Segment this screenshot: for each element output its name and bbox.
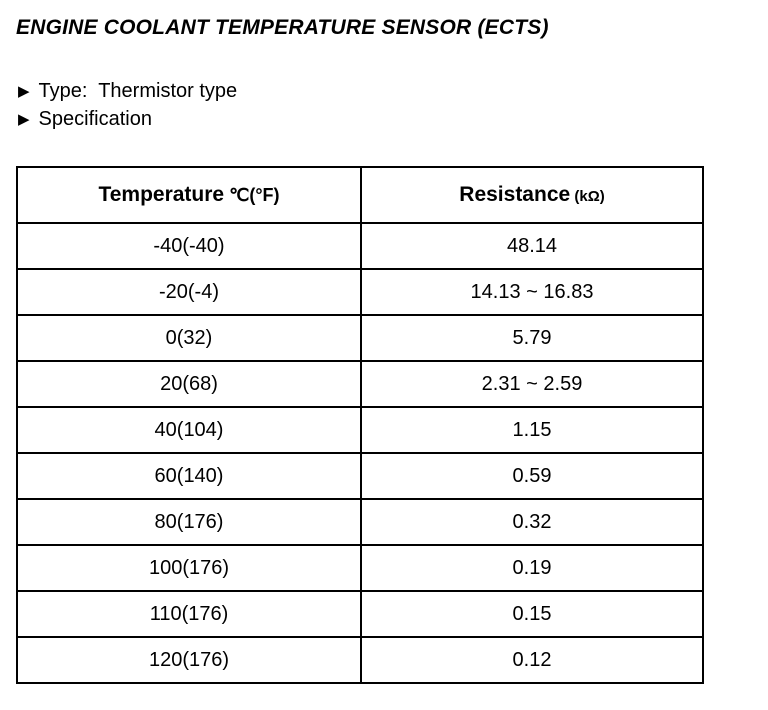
cell-temperature: 20(68) bbox=[16, 360, 362, 408]
cell-resistance: 0.15 bbox=[360, 590, 704, 638]
cell-resistance: 5.79 bbox=[360, 314, 704, 362]
fahrenheit-unit: (°F) bbox=[249, 185, 280, 205]
cell-resistance: 14.13 ~ 16.83 bbox=[360, 268, 704, 316]
cell-resistance: 2.31 ~ 2.59 bbox=[360, 360, 704, 408]
specification-bullet-list: ▶ Type: Thermistor type ▶ Specification bbox=[18, 80, 618, 136]
cell-temperature: 120(176) bbox=[16, 636, 362, 684]
cell-resistance: 1.15 bbox=[360, 406, 704, 454]
table-row: 100(176) 0.19 bbox=[16, 544, 704, 592]
table-header-row: Temperature ℃(°F) Resistance (kΩ) bbox=[16, 166, 704, 224]
table-row: -40(-40) 48.14 bbox=[16, 222, 704, 270]
bullet-item-type-label: Type: Thermistor type bbox=[38, 80, 238, 102]
column-header-temperature-label: Temperature bbox=[98, 183, 225, 206]
cell-resistance: 0.59 bbox=[360, 452, 704, 500]
cell-temperature: 60(140) bbox=[16, 452, 362, 500]
table-row: 80(176) 0.32 bbox=[16, 498, 704, 546]
table-row: 110(176) 0.15 bbox=[16, 590, 704, 638]
cell-temperature: 80(176) bbox=[16, 498, 362, 546]
column-header-resistance-label: Resistance bbox=[459, 183, 571, 206]
table-row: 60(140) 0.59 bbox=[16, 452, 704, 500]
table-row: 20(68) 2.31 ~ 2.59 bbox=[16, 360, 704, 408]
cell-temperature: 40(104) bbox=[16, 406, 362, 454]
triangle-bullet-icon: ▶ bbox=[18, 111, 30, 128]
column-header-resistance: Resistance (kΩ) bbox=[360, 166, 704, 224]
cell-resistance: 48.14 bbox=[360, 222, 704, 270]
column-header-temperature: Temperature ℃(°F) bbox=[16, 166, 362, 224]
cell-resistance: 0.32 bbox=[360, 498, 704, 546]
table-row: 120(176) 0.12 bbox=[16, 636, 704, 684]
cell-temperature: 0(32) bbox=[16, 314, 362, 362]
table-row: -20(-4) 14.13 ~ 16.83 bbox=[16, 268, 704, 316]
kilohm-unit: (kΩ) bbox=[574, 188, 605, 205]
bullet-item-specification-label: Specification bbox=[38, 108, 152, 130]
celsius-unit: ℃ bbox=[229, 185, 250, 205]
triangle-bullet-icon: ▶ bbox=[18, 83, 30, 100]
specification-table: Temperature ℃(°F) Resistance (kΩ) -40(-4… bbox=[16, 166, 704, 684]
cell-resistance: 0.19 bbox=[360, 544, 704, 592]
table-row: 0(32) 5.79 bbox=[16, 314, 704, 362]
cell-resistance: 0.12 bbox=[360, 636, 704, 684]
bullet-item-specification: ▶ Specification bbox=[18, 108, 618, 136]
cell-temperature: -40(-40) bbox=[16, 222, 362, 270]
table-body: -40(-40) 48.14 -20(-4) 14.13 ~ 16.83 0(3… bbox=[16, 222, 704, 684]
cell-temperature: -20(-4) bbox=[16, 268, 362, 316]
table-row: 40(104) 1.15 bbox=[16, 406, 704, 454]
bullet-item-type: ▶ Type: Thermistor type bbox=[18, 80, 618, 108]
page-title: ENGINE COOLANT TEMPERATURE SENSOR (ECTS) bbox=[16, 16, 549, 39]
cell-temperature: 110(176) bbox=[16, 590, 362, 638]
cell-temperature: 100(176) bbox=[16, 544, 362, 592]
